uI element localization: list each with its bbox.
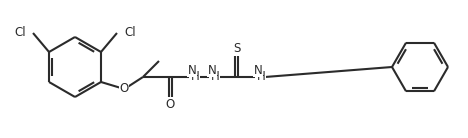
Text: N: N [254, 63, 263, 76]
Text: N: N [208, 63, 216, 76]
Text: H: H [211, 71, 219, 83]
Text: O: O [119, 82, 129, 95]
Text: H: H [190, 71, 199, 83]
Text: Cl: Cl [124, 26, 136, 39]
Text: H: H [256, 71, 265, 83]
Text: N: N [188, 63, 197, 76]
Text: S: S [233, 43, 240, 55]
Text: Cl: Cl [15, 26, 26, 39]
Text: O: O [166, 98, 175, 111]
